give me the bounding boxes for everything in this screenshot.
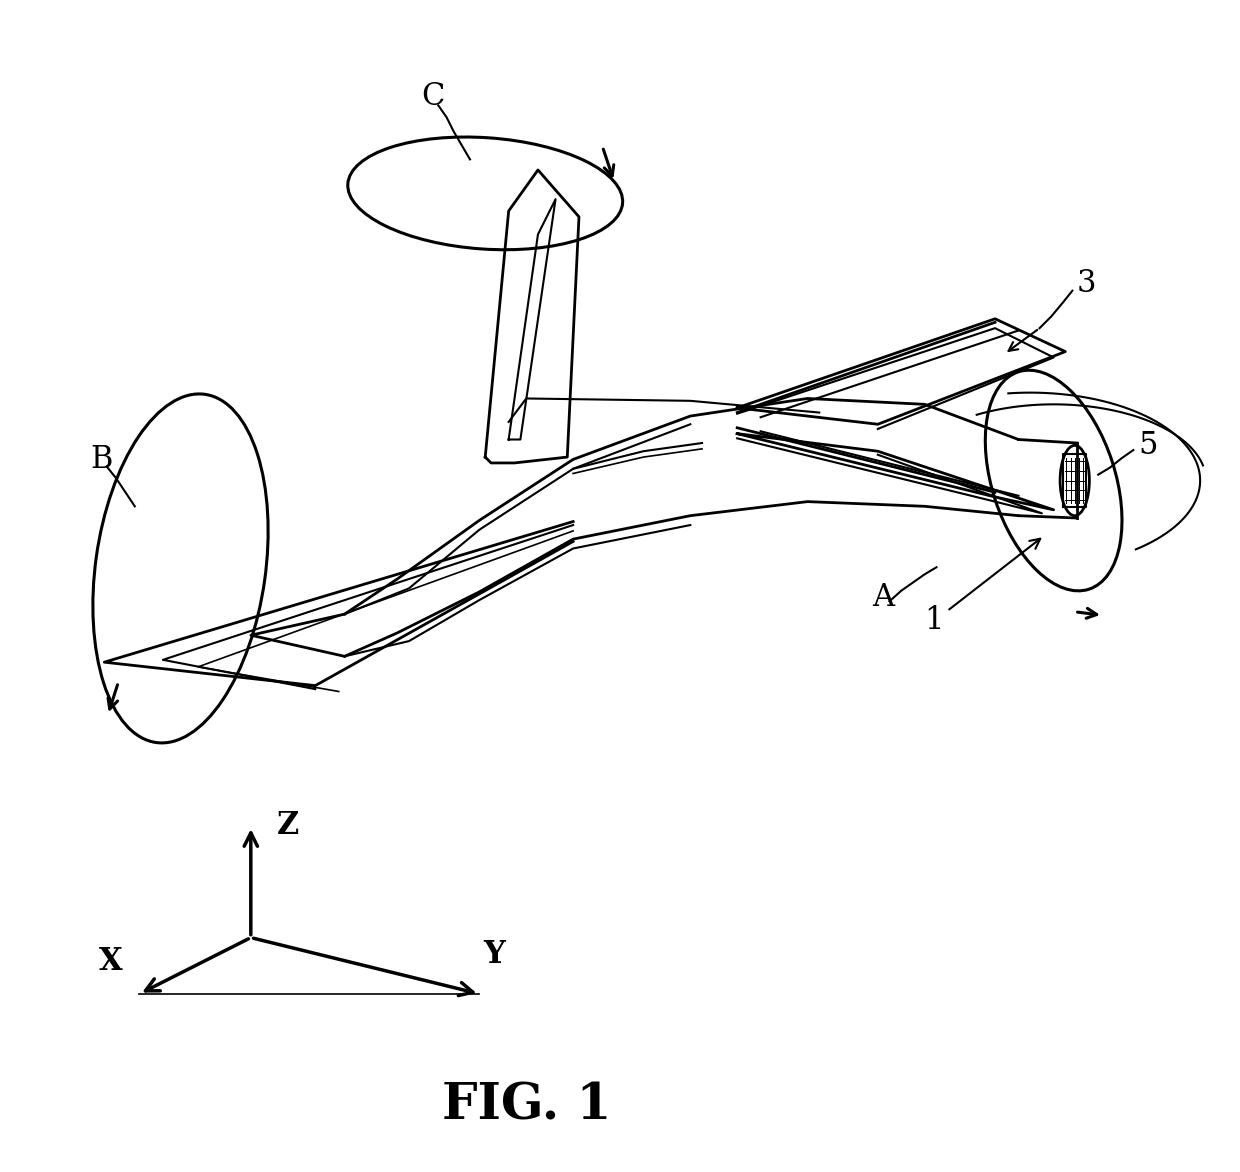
Text: B: B — [91, 444, 113, 475]
Text: C: C — [420, 81, 444, 111]
Text: FIG. 1: FIG. 1 — [441, 1082, 611, 1131]
Text: 5: 5 — [1138, 430, 1157, 461]
Text: X: X — [98, 947, 123, 977]
Text: 3: 3 — [1078, 268, 1096, 299]
Text: A: A — [872, 582, 894, 613]
Text: Z: Z — [277, 811, 299, 841]
Text: Y: Y — [482, 940, 505, 970]
Text: 1: 1 — [925, 539, 1040, 636]
